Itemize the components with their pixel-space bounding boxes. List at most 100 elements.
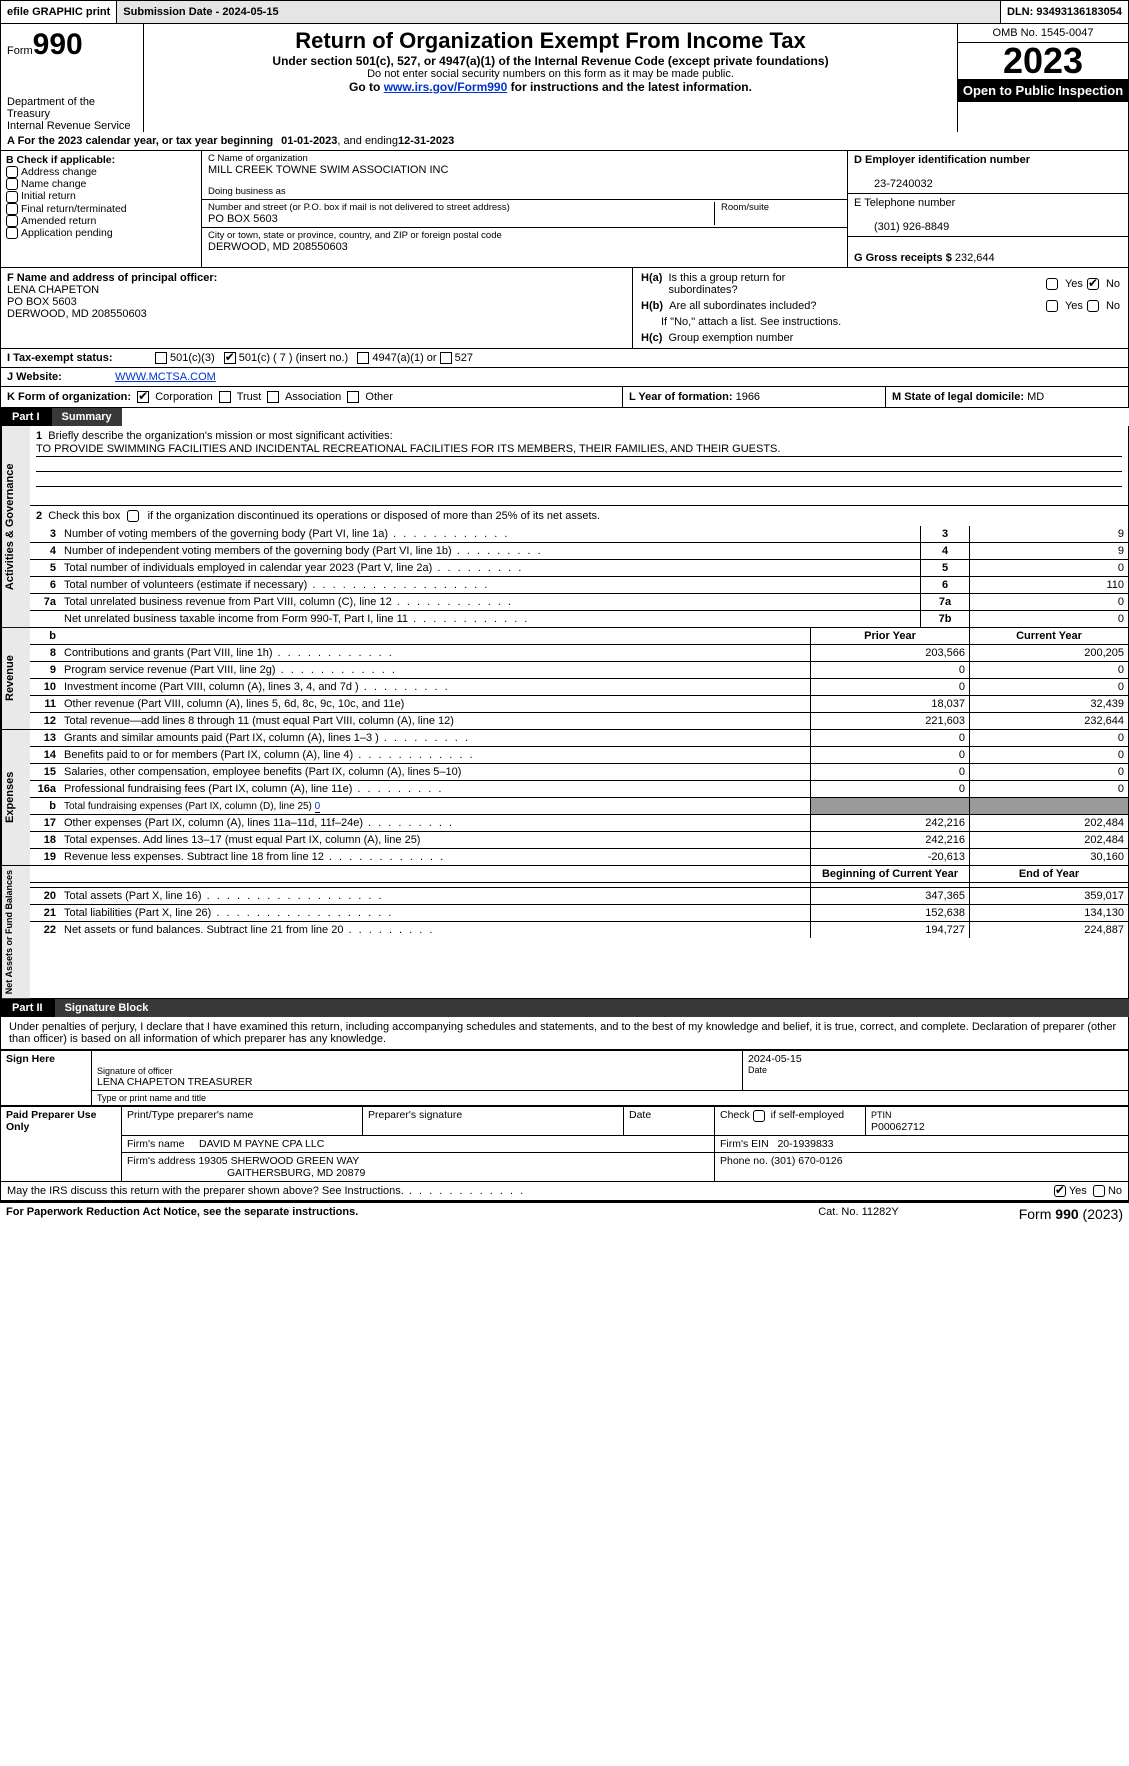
cb-hb-no[interactable] <box>1087 300 1099 312</box>
form-990-page: efile GRAPHIC print Submission Date - 20… <box>0 0 1129 1225</box>
b-title: B Check if applicable: <box>6 154 115 166</box>
cat-no: Cat. No. 11282Y <box>818 1206 899 1222</box>
lbl-address-change: Address change <box>21 166 97 178</box>
cb-self-employed[interactable] <box>753 1110 765 1122</box>
lbl-501c: 501(c) ( 7 ) (insert no.) <box>239 352 348 364</box>
line-a-pre: A For the 2023 calendar year, or tax yea… <box>7 135 273 147</box>
c-city-label: City or town, state or province, country… <box>208 230 841 241</box>
mission-text: TO PROVIDE SWIMMING FACILITIES AND INCID… <box>36 442 1122 457</box>
cb-name-change[interactable] <box>6 178 18 190</box>
vtab-revenue: Revenue <box>1 628 30 729</box>
lbl-hb-no: No <box>1106 300 1120 312</box>
l-label: L Year of formation: <box>629 391 733 403</box>
e-label: E Telephone number <box>854 197 955 209</box>
firm-ein: 20-1939833 <box>777 1138 833 1150</box>
m-value: MD <box>1027 391 1044 403</box>
header-center: Return of Organization Exempt From Incom… <box>144 24 957 132</box>
g-value: 232,644 <box>955 252 995 264</box>
c-street-label: Number and street (or P.O. box if mail i… <box>208 202 714 213</box>
cb-trust[interactable] <box>219 391 231 403</box>
phone-label: Phone no. <box>720 1155 768 1167</box>
goto-pre: Go to <box>349 80 384 94</box>
k-label: K Form of organization: <box>7 391 131 403</box>
c-name-label: C Name of organization <box>208 153 841 164</box>
firm-addr-label: Firm's address <box>127 1155 196 1167</box>
line-a-mid: , and ending <box>337 135 398 147</box>
lbl-app-pending: Application pending <box>21 227 113 239</box>
line-2: 2 Check this box if the organization dis… <box>30 506 1128 526</box>
cb-amended[interactable] <box>6 215 18 227</box>
firm-name-label: Firm's name <box>127 1138 184 1150</box>
cb-initial-return[interactable] <box>6 191 18 203</box>
check-pre: Check <box>720 1109 750 1121</box>
cb-4947[interactable] <box>357 352 369 364</box>
dept-treasury: Department of the Treasury <box>7 96 137 120</box>
j-website[interactable]: WWW.MCTSA.COM <box>115 371 216 383</box>
h-preparer-date: Date <box>624 1107 715 1136</box>
cb-discontinued[interactable] <box>127 510 139 522</box>
revenue-section: Revenue b Prior Year Current Year 8Contr… <box>0 628 1129 730</box>
cb-corp[interactable] <box>137 391 149 403</box>
col-h: H(a) Is this a group return for subordin… <box>632 268 1128 348</box>
cb-527[interactable] <box>440 352 452 364</box>
part2-tag: Part II <box>0 999 55 1017</box>
form-subtitle-1: Under section 501(c), 527, or 4947(a)(1)… <box>154 54 947 68</box>
cb-hb-yes[interactable] <box>1046 300 1058 312</box>
vtab-expenses: Expenses <box>1 730 30 865</box>
paid-preparer-label: Paid Preparer Use Only <box>1 1107 122 1182</box>
line-m: M State of legal domicile: MD <box>886 387 1128 407</box>
form-header: Form990 Department of the Treasury Inter… <box>0 24 1129 132</box>
c-city: DERWOOD, MD 208550603 <box>208 241 841 253</box>
cb-address-change[interactable] <box>6 166 18 178</box>
c-name: MILL CREEK TOWNE SWIM ASSOCIATION INC <box>208 164 841 176</box>
lbl-other: Other <box>365 391 393 403</box>
firm-name: DAVID M PAYNE CPA LLC <box>199 1138 324 1150</box>
cb-other[interactable] <box>347 391 359 403</box>
form-tag: Form 990 (2023) <box>1019 1206 1123 1222</box>
firm-ein-label: Firm's EIN <box>720 1138 769 1150</box>
lbl-501c3: 501(c)(3) <box>170 352 215 364</box>
efile-print[interactable]: efile GRAPHIC print <box>1 1 117 23</box>
line-k: K Form of organization: Corporation Trus… <box>1 387 623 407</box>
header-current-year: Current Year <box>970 628 1129 645</box>
cb-501c3[interactable] <box>155 352 167 364</box>
cb-app-pending[interactable] <box>6 227 18 239</box>
cb-assoc[interactable] <box>267 391 279 403</box>
header-begin-year: Beginning of Current Year <box>811 866 970 883</box>
goto-post: for instructions and the latest informat… <box>507 80 752 94</box>
sign-here-table: Sign Here Signature of officer LENA CHAP… <box>0 1050 1129 1106</box>
form-subtitle-2: Do not enter social security numbers on … <box>154 68 947 80</box>
mission-line-3 <box>36 472 1122 487</box>
line-a-end: 12-31-2023 <box>398 135 454 147</box>
h-preparer-name: Print/Type preparer's name <box>122 1107 363 1136</box>
goto-link[interactable]: www.irs.gov/Form990 <box>384 80 508 94</box>
part1-tag: Part I <box>0 408 52 426</box>
cb-discuss-yes[interactable] <box>1054 1185 1066 1197</box>
line-a-tax-year: A For the 2023 calendar year, or tax yea… <box>0 132 1129 151</box>
form-number: 990 <box>33 28 83 61</box>
header-prior-year: Prior Year <box>811 628 970 645</box>
part1-title: Summary <box>52 408 122 426</box>
firm-addr1: 19305 SHERWOOD GREEN WAY <box>198 1155 359 1167</box>
c-dba-label: Doing business as <box>208 186 841 197</box>
d-block: D Employer identification number 23-7240… <box>848 151 1128 194</box>
line-l: L Year of formation: 1966 <box>623 387 886 407</box>
expenses-table: 13Grants and similar amounts paid (Part … <box>30 730 1128 865</box>
cb-501c[interactable] <box>224 352 236 364</box>
cb-discuss-no[interactable] <box>1093 1185 1105 1197</box>
cb-final-return[interactable] <box>6 203 18 215</box>
e-block: E Telephone number (301) 926-8849 <box>848 194 1128 237</box>
mission-block: 1 Briefly describe the organization's mi… <box>30 426 1128 506</box>
sig-officer-label: Signature of officer <box>97 1066 737 1076</box>
sig-date: 2024-05-15 <box>748 1053 1123 1065</box>
sign-here: Sign Here <box>1 1051 92 1106</box>
phone-value: (301) 670-0126 <box>771 1155 843 1167</box>
lbl-final-return: Final return/terminated <box>21 203 127 215</box>
cb-ha-no[interactable] <box>1087 278 1099 290</box>
sig-intro: Under penalties of perjury, I declare th… <box>0 1017 1129 1050</box>
submission-date: Submission Date - 2024-05-15 <box>117 1 1001 23</box>
l-value: 1966 <box>736 391 760 403</box>
col-de: D Employer identification number 23-7240… <box>847 151 1128 267</box>
cb-ha-yes[interactable] <box>1046 278 1058 290</box>
col-b-label: b <box>30 628 60 645</box>
